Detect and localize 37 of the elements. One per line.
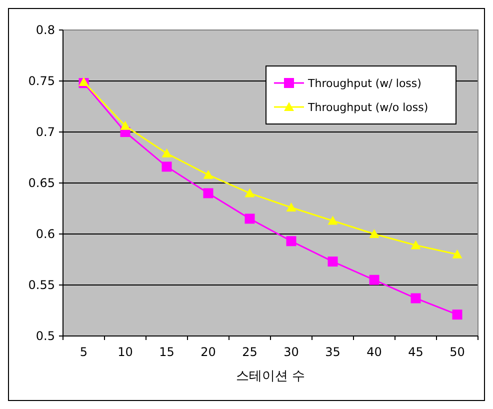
x-tick-label: 25 (242, 345, 258, 359)
point (328, 256, 338, 267)
point (203, 188, 214, 198)
x-tick-label: 45 (408, 345, 424, 359)
x-axis-title: 스테이션 수 (236, 369, 306, 384)
y-tick-label: 0.75 (28, 74, 55, 88)
point (244, 214, 255, 224)
y-tick-label: 0.5 (36, 329, 55, 344)
x-tick-label: 10 (118, 345, 133, 359)
point (286, 202, 296, 212)
x-tick-label: 30 (284, 345, 299, 359)
x-tick-label: 15 (159, 345, 174, 359)
point (452, 310, 462, 320)
legend-label: Throughput (w/o loss) (307, 100, 428, 114)
x-tick-label: 40 (366, 345, 382, 359)
point (369, 229, 380, 238)
point (120, 120, 130, 130)
legend-label: Throughput (w/ loss) (307, 76, 422, 90)
point (162, 148, 172, 158)
point (162, 162, 172, 172)
point (203, 170, 214, 179)
point (452, 249, 462, 258)
x-tick-label: 35 (325, 345, 340, 359)
y-tick-label: 0.65 (28, 176, 55, 190)
y-tick-label: 0.8 (36, 23, 55, 38)
y-tick-label: 0.55 (28, 278, 55, 292)
point (410, 293, 421, 304)
y-tick-label: 0.7 (36, 125, 55, 140)
point (369, 274, 380, 285)
x-tick-label: 20 (200, 345, 216, 359)
point (410, 240, 421, 250)
point (244, 188, 255, 198)
x-tick-label: 5 (80, 345, 88, 359)
y-tick-label: 0.6 (36, 227, 55, 242)
point (328, 216, 338, 225)
x-tick-label: 50 (450, 345, 465, 359)
point (286, 236, 296, 246)
